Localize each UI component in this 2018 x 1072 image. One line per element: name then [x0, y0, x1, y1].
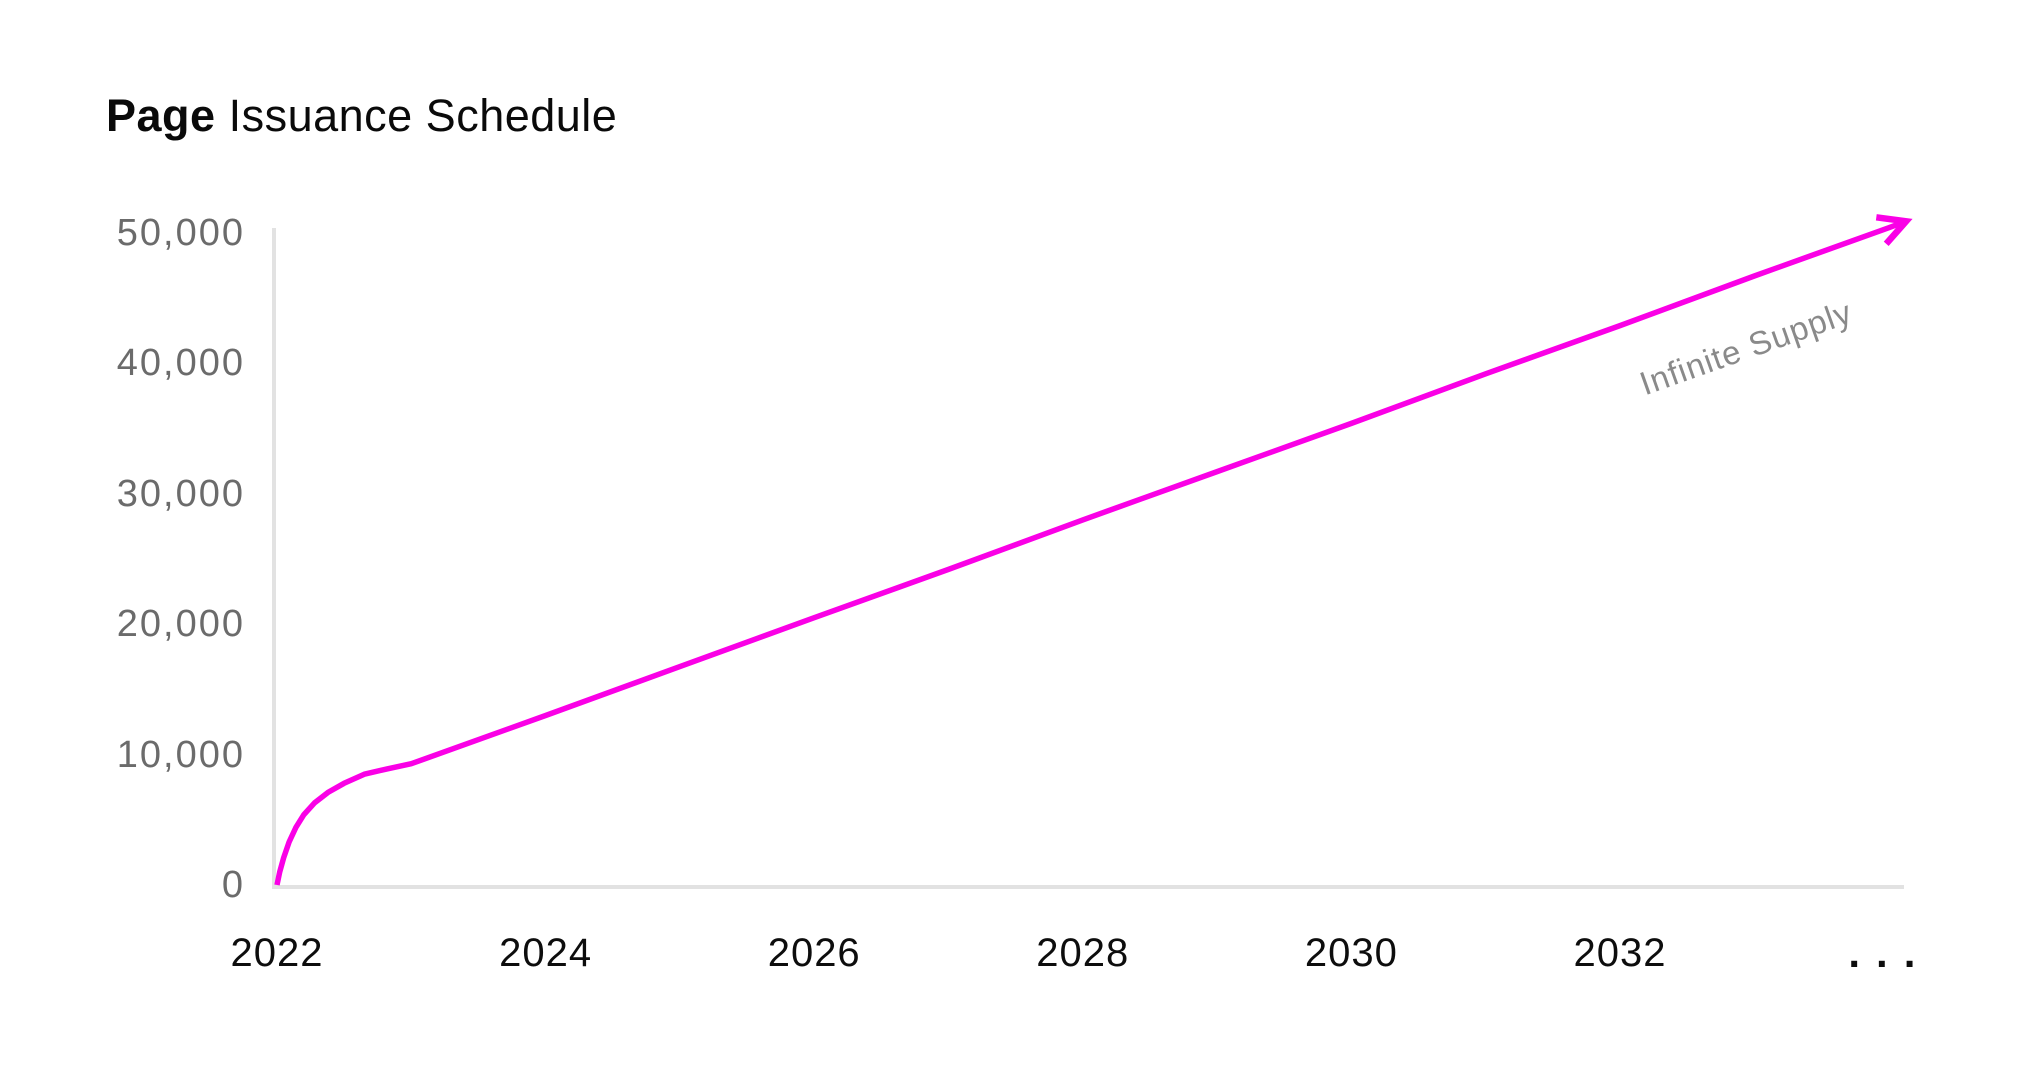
x-axis-tick-label: 2030 — [1304, 931, 1398, 975]
chart-title: Page Issuance Schedule — [106, 90, 617, 142]
y-axis-tick-label: 0 — [221, 864, 245, 906]
x-axis-tick-label: 2032 — [1573, 931, 1667, 975]
x-axis-tick-label: 2024 — [499, 931, 593, 975]
y-axis-tick-label: 50,000 — [116, 212, 245, 254]
x-axis-tick-label: 2022 — [230, 931, 324, 975]
y-axis-tick-label: 20,000 — [116, 603, 245, 646]
supply-line — [274, 218, 1908, 886]
x-axis-tick-label: 2028 — [1036, 931, 1130, 975]
y-axis-tick-label: 40,000 — [116, 342, 245, 385]
x-axis-tick-label: 2026 — [767, 931, 861, 975]
y-axis-tick-label: 30,000 — [116, 472, 245, 515]
chart-title-emphasis: Page — [106, 90, 216, 141]
x-axis-ellipsis-label: ... — [1848, 929, 1932, 976]
arrow-up-right-icon — [1875, 214, 1913, 246]
y-axis-tick-label: 10,000 — [116, 733, 245, 776]
chart-title-rest: Issuance Schedule — [215, 90, 618, 141]
